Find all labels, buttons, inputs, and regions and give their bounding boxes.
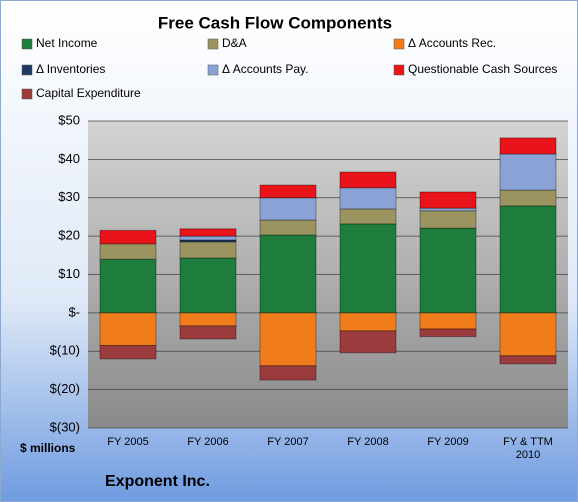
x-tick-label: FY 2008	[347, 436, 389, 448]
legend-label: Net Income	[36, 36, 98, 50]
x-tick-label: FY 2009	[427, 436, 469, 448]
y-tick-label: $(10)	[50, 343, 80, 358]
bar-segment	[499, 355, 557, 365]
y-unit-label: $ millions	[20, 441, 76, 455]
legend-label: Questionable Cash Sources	[408, 62, 557, 76]
legend-label: Capital Expenditure	[36, 86, 141, 100]
y-tick-label: $(30)	[50, 419, 80, 434]
bar-segment	[99, 229, 157, 245]
bar-segment	[339, 330, 397, 354]
bar-segment	[259, 184, 317, 199]
bar-segment	[419, 328, 477, 338]
bar-segment	[99, 243, 157, 260]
legend-label: Δ Accounts Pay.	[222, 62, 309, 76]
bar-segment	[419, 191, 477, 209]
y-tick-label: $50	[58, 112, 80, 127]
legend-swatch	[207, 38, 219, 50]
y-tick-label: $30	[58, 189, 80, 204]
x-tick-label: FY 2005	[107, 436, 149, 448]
footer: Exponent Inc.	[105, 473, 210, 490]
legend-swatch	[393, 38, 405, 50]
y-tick-label: $-	[68, 304, 80, 319]
legend-swatch	[21, 88, 33, 100]
legend-swatch	[393, 64, 405, 76]
x-tick-label: FY 2006	[187, 436, 229, 448]
bar-segment	[499, 312, 557, 357]
chart-title: Free Cash Flow Components	[158, 13, 392, 32]
y-tick-label: $20	[58, 228, 80, 243]
legend-label: Δ Inventories	[36, 62, 105, 76]
bar-segment	[339, 312, 397, 332]
bar-segment	[259, 234, 317, 314]
bar-segment	[99, 344, 157, 360]
bar-segment	[179, 228, 237, 237]
y-tick-label: $10	[58, 266, 80, 281]
bar-segment	[259, 219, 317, 236]
bar-segment	[259, 197, 317, 221]
bar-segment	[499, 205, 557, 314]
bar-segment	[419, 227, 477, 314]
bar-segment	[419, 312, 477, 330]
bar-segment	[179, 235, 237, 241]
y-tick-label: $40	[58, 151, 80, 166]
legend-swatch	[207, 64, 219, 76]
bar-segment	[499, 189, 557, 207]
y-tick-label: $(20)	[50, 381, 80, 396]
bar-segment	[419, 210, 477, 229]
bar-segment	[99, 312, 157, 346]
bar-segment	[179, 241, 237, 259]
bar-segment	[99, 258, 157, 314]
bar-segment	[419, 207, 477, 212]
legend-label: Δ Accounts Rec.	[408, 36, 496, 50]
bar-segment	[339, 223, 397, 314]
bar-segment	[339, 187, 397, 210]
x-tick-label: FY 2007	[267, 436, 309, 448]
bar-segment	[179, 312, 237, 327]
bar-segment	[179, 325, 237, 340]
bar-segment	[499, 153, 557, 191]
legend-label: D&A	[222, 36, 247, 50]
x-tick-label: FY & TTM 2010	[503, 436, 553, 461]
bar-segment	[259, 365, 317, 381]
bar-segment	[339, 171, 397, 189]
bar-segment	[259, 312, 317, 367]
legend-swatch	[21, 38, 33, 50]
legend-swatch	[21, 64, 33, 76]
bar-segment	[339, 208, 397, 225]
bar-segment	[179, 257, 237, 314]
bar-segment	[499, 137, 557, 155]
